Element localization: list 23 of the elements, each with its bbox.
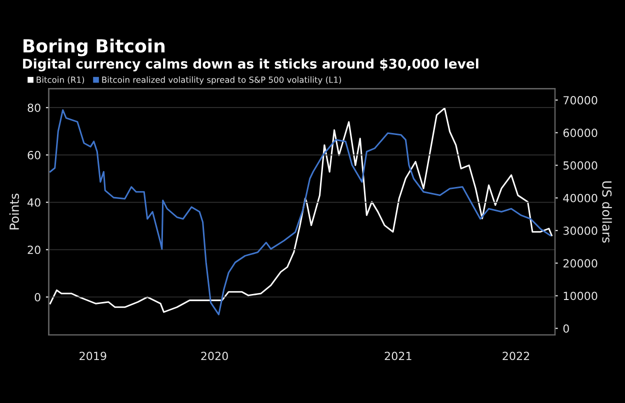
y-tick-label: 40: [28, 198, 40, 207]
y2-tick-label: 0: [563, 324, 569, 333]
x-tick-label: 2019: [80, 352, 106, 360]
y-tick-label: 0: [34, 292, 40, 302]
y2-tick-label: 70000: [564, 96, 598, 104]
chart-title: Boring Bitcoin: [24, 38, 165, 56]
y-tick-label: 80: [28, 104, 40, 112]
y2-tick-label: 60000: [563, 128, 598, 138]
y-axis-title: Points: [9, 194, 19, 230]
y-tick-label: 60: [28, 150, 40, 160]
y2-tick-label: 20000: [563, 259, 598, 268]
x-tick-label: 2020: [201, 352, 228, 360]
y2-tick-label: 10000: [564, 292, 598, 300]
y2-tick-label: 50000: [563, 161, 598, 170]
x-tick-label: 2022: [502, 352, 530, 360]
legend-label: Bitcoin realized volatility spread to S&P 500 volatility (L1): [102, 76, 342, 84]
y2-axis-title: US dollars: [602, 181, 612, 243]
y2-tick-label: 30000: [563, 226, 598, 235]
chart-subtitle: Digital currency calms down as it sticks around $30,000 level: [23, 58, 478, 72]
y-tick-label: 20: [28, 246, 40, 254]
x-tick-label: 2021: [384, 352, 412, 360]
y2-tick-label: 40000: [563, 194, 598, 202]
legend-label: Bitcoin (R1): [36, 76, 84, 84]
